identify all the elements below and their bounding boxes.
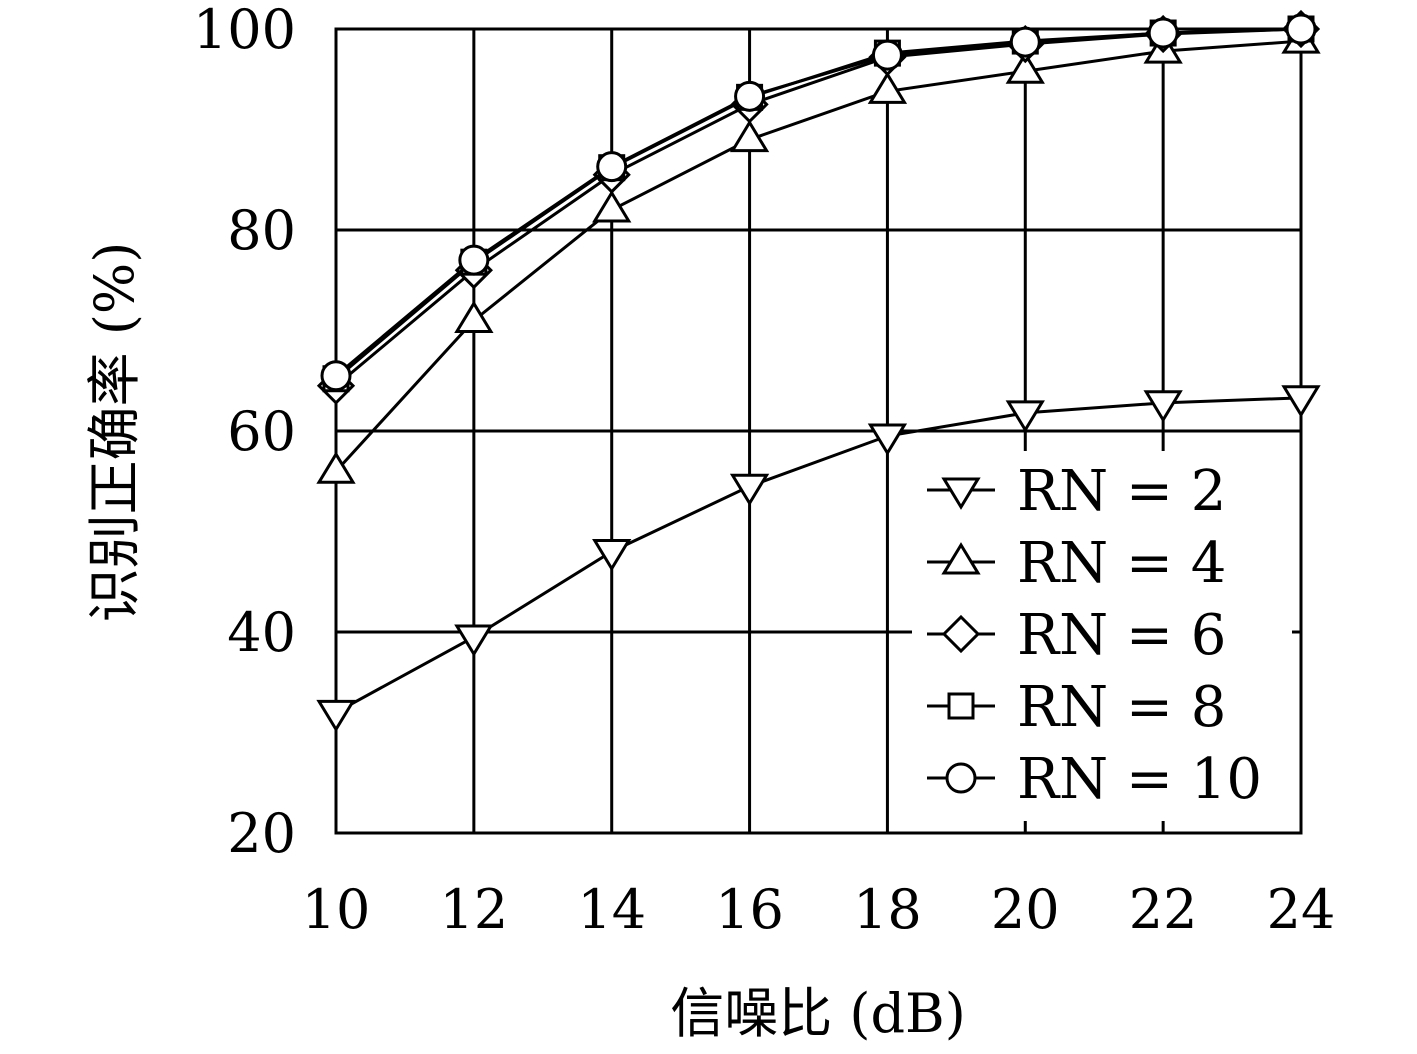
legend-item: RN = 6 bbox=[927, 603, 1226, 668]
data-point bbox=[867, 71, 908, 104]
plot-frame bbox=[334, 27, 1303, 835]
data-point bbox=[592, 190, 632, 223]
data-point bbox=[316, 699, 356, 733]
legend-label: RN = 6 bbox=[1017, 603, 1226, 668]
legend-item: RN = 2 bbox=[927, 459, 1226, 524]
legend-marker bbox=[941, 614, 981, 654]
data-point bbox=[1009, 26, 1041, 58]
series-rn=10 bbox=[320, 13, 1317, 392]
y-tick-label: 80 bbox=[227, 199, 296, 262]
data-point bbox=[1143, 390, 1183, 423]
legend-label: RN = 10 bbox=[1017, 747, 1262, 812]
legend-item: RN = 10 bbox=[927, 747, 1262, 812]
x-tick-label: 12 bbox=[439, 878, 508, 941]
tick-labels: 10 12 14 16 18 20 22 24 20 40 60 80 100 bbox=[193, 0, 1335, 941]
data-point bbox=[1147, 17, 1179, 49]
legend-marker bbox=[945, 762, 977, 794]
series-rn=4 bbox=[316, 21, 1321, 484]
data-point bbox=[454, 300, 494, 333]
data-point bbox=[729, 473, 770, 507]
data-point bbox=[729, 119, 770, 153]
data-point bbox=[1285, 13, 1317, 45]
series-line bbox=[335, 396, 1302, 714]
series-rn=2 bbox=[316, 385, 1321, 733]
y-tick-label: 40 bbox=[227, 601, 296, 664]
y-tick-label: 100 bbox=[193, 0, 296, 61]
x-tick-label: 10 bbox=[302, 878, 371, 941]
legend: RN = 2 RN = 4 RN = 6 RN = 8 RN = 10 bbox=[912, 451, 1292, 821]
y-tick-label: 60 bbox=[227, 400, 296, 463]
data-point bbox=[596, 151, 628, 183]
legend-label: RN = 4 bbox=[1017, 531, 1226, 596]
data-point bbox=[320, 360, 352, 392]
x-tick-label: 20 bbox=[991, 878, 1060, 941]
data-point bbox=[454, 624, 494, 657]
data-point bbox=[1281, 385, 1321, 418]
x-axis-title: 信噪比 (dB) bbox=[670, 982, 966, 1045]
y-axis-title: 识别正确率 (%) bbox=[83, 242, 146, 623]
data-point bbox=[871, 39, 903, 71]
series-line bbox=[335, 27, 1302, 377]
data-point bbox=[1005, 51, 1045, 84]
legend-label: RN = 2 bbox=[1017, 459, 1226, 524]
data-point bbox=[316, 451, 356, 484]
x-tick-label: 24 bbox=[1267, 878, 1336, 941]
x-tick-label: 18 bbox=[853, 878, 922, 941]
data-point bbox=[458, 244, 490, 276]
legend-marker bbox=[941, 477, 981, 510]
data-point bbox=[867, 423, 908, 456]
x-tick-label: 14 bbox=[577, 878, 646, 941]
legend-label: RN = 8 bbox=[1017, 675, 1226, 740]
series-rn=8 bbox=[322, 15, 1315, 393]
x-tick-label: 22 bbox=[1129, 878, 1198, 941]
data-point bbox=[734, 80, 766, 112]
legend-item: RN = 4 bbox=[927, 531, 1226, 596]
series-layer bbox=[316, 9, 1321, 733]
data-point bbox=[1005, 400, 1045, 433]
data-point bbox=[592, 539, 632, 572]
y-tick-label: 20 bbox=[227, 802, 296, 865]
series-rn=6 bbox=[316, 9, 1321, 405]
legend-marker bbox=[947, 692, 975, 720]
x-tick-label: 16 bbox=[715, 878, 784, 941]
legend-marker bbox=[941, 542, 981, 575]
series-line bbox=[334, 39, 1302, 473]
legend-item: RN = 8 bbox=[927, 675, 1226, 740]
